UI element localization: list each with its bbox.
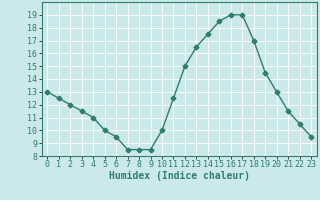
X-axis label: Humidex (Indice chaleur): Humidex (Indice chaleur) [109,171,250,181]
